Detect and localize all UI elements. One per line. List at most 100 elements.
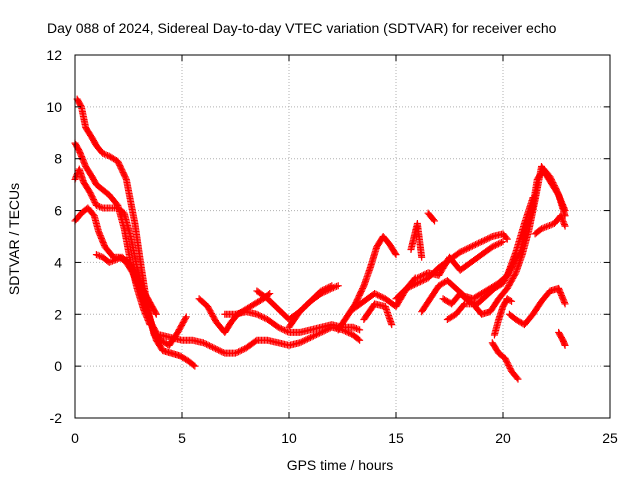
series-track-15	[413, 238, 507, 282]
data-point	[456, 248, 464, 256]
data-point	[112, 256, 120, 264]
data-point	[467, 243, 475, 251]
data-point	[259, 313, 267, 321]
data-point	[418, 253, 426, 261]
data-point	[311, 331, 319, 339]
series-track-20	[443, 162, 569, 323]
data-point	[274, 323, 282, 331]
data-point	[488, 243, 496, 251]
data-point	[557, 213, 565, 221]
data-point	[326, 285, 334, 293]
y-tick-label: 2	[54, 306, 62, 322]
y-tick-label: 4	[54, 254, 62, 270]
data-point	[462, 245, 470, 253]
x-tick-label: 15	[388, 430, 404, 446]
data-point	[420, 271, 428, 279]
data-point	[406, 283, 414, 291]
data-point	[487, 233, 495, 241]
data-point	[506, 296, 514, 304]
data-point	[490, 242, 498, 250]
data-point	[182, 314, 190, 322]
data-point	[253, 310, 261, 318]
data-point	[94, 202, 102, 210]
data-point	[202, 340, 210, 348]
data-point	[325, 286, 333, 294]
data-point	[557, 212, 565, 220]
data-point	[190, 361, 198, 369]
series-track-6	[157, 323, 364, 357]
series-track-25	[555, 328, 569, 349]
data-point	[431, 217, 439, 225]
data-point	[418, 272, 426, 280]
data-point	[485, 234, 493, 242]
x-tick-label: 10	[281, 430, 297, 446]
series-track-21	[488, 339, 522, 383]
data-point	[356, 336, 364, 344]
data-point	[206, 342, 214, 350]
data-point	[491, 241, 499, 249]
data-point	[132, 270, 140, 278]
data-point	[421, 270, 429, 278]
data-point	[207, 343, 215, 351]
data-point	[377, 293, 385, 301]
data-point	[213, 345, 221, 353]
data-point	[254, 311, 262, 319]
axis-ticks	[74, 54, 611, 419]
series-track-13	[360, 300, 396, 329]
data-point	[133, 275, 141, 283]
data-point	[352, 325, 360, 333]
data-point	[257, 313, 265, 321]
data-point	[329, 284, 337, 292]
y-tick-label: 10	[46, 99, 62, 115]
grid	[75, 55, 610, 418]
data-point	[133, 273, 141, 281]
data-point	[560, 219, 568, 227]
data-point	[182, 313, 190, 321]
series-track-17	[424, 209, 439, 225]
data-point	[372, 290, 380, 298]
data-point	[306, 334, 314, 342]
data-point	[473, 240, 481, 248]
data-point	[279, 325, 287, 333]
series-track-23	[505, 284, 569, 329]
data-point	[100, 150, 108, 158]
y-tick-label: 6	[54, 203, 62, 219]
data-point	[346, 330, 354, 338]
data-point	[334, 282, 342, 290]
series-track-10	[285, 282, 342, 331]
data-point	[215, 346, 223, 354]
data-point	[210, 344, 218, 352]
data-point	[235, 348, 243, 356]
data-point	[204, 341, 212, 349]
data-point	[219, 348, 227, 356]
data-point	[309, 332, 317, 340]
data-point	[328, 284, 336, 292]
data-point	[493, 241, 501, 249]
data-point	[239, 345, 247, 353]
data-point	[314, 330, 322, 338]
data-point	[299, 337, 307, 345]
data-point	[354, 335, 362, 343]
data-point	[152, 309, 160, 317]
data-point	[388, 321, 396, 329]
data-point	[497, 238, 505, 246]
data-point	[392, 251, 400, 259]
data-point	[216, 347, 224, 355]
data-point	[122, 174, 130, 182]
data-point	[236, 347, 244, 355]
plot-frame	[74, 54, 611, 419]
y-axis-label: SDTVAR / TECUs	[6, 183, 22, 295]
data-point	[412, 280, 420, 288]
data-point	[297, 338, 305, 346]
data-point	[96, 252, 104, 260]
data-point	[496, 239, 504, 247]
data-point	[476, 238, 484, 246]
data-point	[323, 287, 331, 295]
data-point	[92, 251, 100, 259]
data-point	[471, 241, 479, 249]
data-point	[479, 237, 487, 245]
data-point	[92, 201, 100, 209]
data-point	[464, 244, 472, 252]
data-point	[559, 218, 567, 226]
data-point	[561, 222, 569, 230]
